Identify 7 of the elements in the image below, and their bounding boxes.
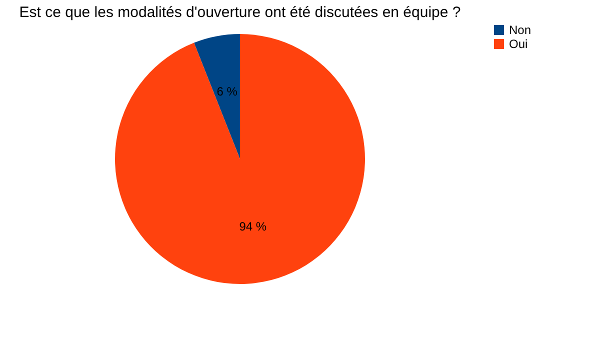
- data-label: 94 %: [239, 220, 267, 234]
- chart-title: Est ce que les modalités d'ouverture ont été discutées en équipe ?: [19, 4, 461, 21]
- data-label: 6 %: [216, 84, 238, 98]
- pie-slice: [194, 34, 240, 159]
- legend-label: Non: [509, 23, 532, 37]
- legend-label: Oui: [509, 37, 528, 51]
- pie-slice: [115, 34, 365, 284]
